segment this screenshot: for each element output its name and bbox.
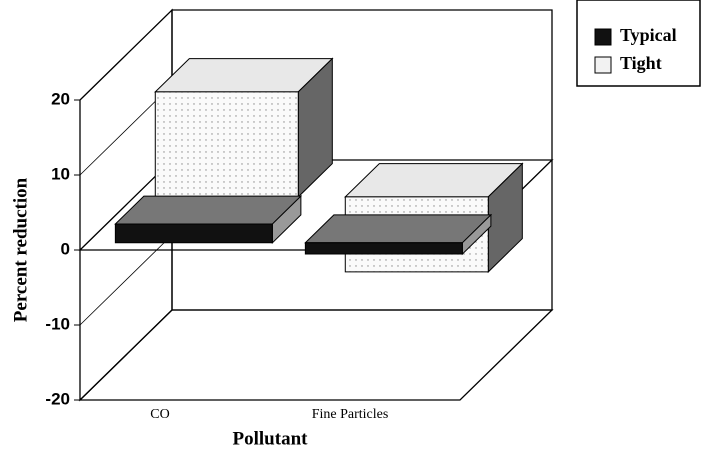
y-tick-label: 10 [51, 164, 70, 183]
bar [154, 91, 299, 198]
grid-line [79, 9, 173, 101]
bar [114, 223, 273, 244]
floor [78, 309, 554, 401]
legend-label: Typical [620, 25, 677, 45]
grid-line [79, 234, 173, 326]
x-tick-label: CO [150, 407, 169, 422]
y-tick-label: 0 [61, 239, 70, 258]
y-tick-label: 20 [51, 89, 70, 108]
x-axis-title: Pollutant [233, 428, 309, 449]
y-axis-title: Percent reduction [10, 177, 31, 322]
legend-label: Tight [620, 53, 662, 73]
bar-top [304, 214, 493, 244]
y-tick-label: -10 [45, 314, 70, 333]
x-tick-label: Fine Particles [312, 407, 389, 422]
legend-swatch [594, 56, 612, 74]
bar [304, 242, 463, 255]
y-tick-label: -20 [45, 389, 70, 408]
bar-top [114, 195, 303, 225]
legend-swatch [594, 28, 612, 46]
grid-line [79, 309, 173, 401]
